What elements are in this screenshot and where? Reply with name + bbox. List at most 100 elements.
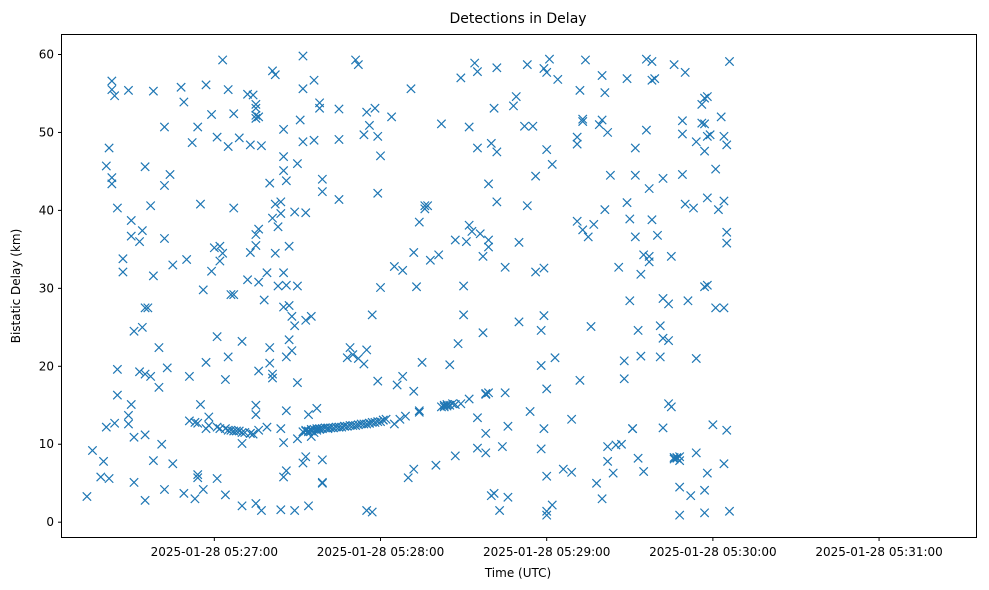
data-point xyxy=(348,349,358,360)
data-point xyxy=(193,418,203,428)
data-point xyxy=(633,453,643,463)
data-point xyxy=(287,346,297,356)
y-axis-ticks: 0 10 20 30 40 50 60 xyxy=(39,47,62,529)
data-point xyxy=(229,289,239,300)
data-point xyxy=(566,467,577,477)
data-point xyxy=(251,113,261,124)
data-point xyxy=(154,342,164,353)
data-point xyxy=(608,468,618,478)
data-point xyxy=(572,139,582,149)
y-tick-label: 40 xyxy=(39,203,54,217)
data-point xyxy=(542,144,552,155)
data-point xyxy=(278,302,289,312)
data-point xyxy=(353,59,363,70)
data-point xyxy=(107,84,117,95)
data-point xyxy=(223,352,233,362)
data-point xyxy=(619,374,629,384)
data-point xyxy=(182,254,192,265)
data-point xyxy=(655,352,665,362)
data-point xyxy=(118,254,128,264)
data-point xyxy=(237,501,247,511)
data-point xyxy=(248,429,258,439)
data-point xyxy=(639,466,649,477)
data-point xyxy=(342,353,352,363)
data-point xyxy=(278,268,289,278)
x-tick-label: 2025-01-28 05:27:00 xyxy=(151,545,278,559)
data-point xyxy=(265,342,275,353)
data-point xyxy=(578,114,588,124)
data-point xyxy=(309,75,319,85)
data-point xyxy=(231,426,242,436)
data-point xyxy=(190,417,200,428)
data-point xyxy=(254,112,264,122)
data-point xyxy=(104,473,114,484)
data-point xyxy=(647,75,657,85)
data-point xyxy=(589,219,599,230)
data-point xyxy=(184,416,195,426)
data-point xyxy=(489,103,499,113)
data-point xyxy=(140,430,150,440)
data-point xyxy=(223,84,233,95)
data-point xyxy=(309,135,319,145)
y-tick-label: 50 xyxy=(39,125,54,139)
data-point xyxy=(663,299,674,309)
data-point xyxy=(702,280,712,290)
data-point xyxy=(317,478,327,488)
data-point xyxy=(389,261,399,272)
x-tick-label: 2025-01-28 05:31:00 xyxy=(815,545,942,559)
data-point xyxy=(237,336,247,346)
data-point xyxy=(442,401,452,411)
data-point xyxy=(497,441,508,452)
data-point xyxy=(719,196,729,206)
data-point xyxy=(137,322,147,332)
data-point xyxy=(245,428,255,438)
data-point xyxy=(705,130,715,140)
data-point xyxy=(578,225,588,235)
data-point xyxy=(456,73,466,83)
data-point xyxy=(298,137,308,147)
data-point xyxy=(237,427,247,438)
data-point xyxy=(109,91,120,101)
y-tick-label: 0 xyxy=(46,515,54,529)
data-point xyxy=(481,448,491,458)
data-point xyxy=(298,51,308,61)
data-point xyxy=(220,374,231,385)
data-point xyxy=(566,414,577,424)
data-point xyxy=(641,125,652,135)
data-point xyxy=(168,459,178,469)
data-point xyxy=(603,441,613,452)
data-point xyxy=(691,137,701,147)
data-point xyxy=(140,303,150,313)
data-point xyxy=(159,180,170,191)
data-point xyxy=(270,248,280,258)
data-point xyxy=(290,505,300,516)
data-point xyxy=(223,141,233,152)
data-point xyxy=(475,229,485,239)
data-point xyxy=(306,311,316,322)
data-point xyxy=(699,282,710,292)
data-point xyxy=(680,67,690,78)
data-point xyxy=(414,406,424,416)
data-point xyxy=(636,351,646,361)
data-point xyxy=(597,115,607,125)
data-point xyxy=(209,243,219,253)
data-point xyxy=(500,388,510,398)
data-point xyxy=(683,296,693,306)
data-point xyxy=(398,265,408,276)
data-point xyxy=(98,456,109,467)
data-point xyxy=(641,54,652,64)
data-point xyxy=(281,466,291,476)
data-point xyxy=(708,420,718,430)
data-point xyxy=(176,82,186,92)
data-point xyxy=(373,131,383,141)
data-point xyxy=(270,199,280,209)
data-point xyxy=(530,267,541,277)
data-point xyxy=(298,458,308,468)
data-point xyxy=(198,285,208,295)
data-point xyxy=(123,85,134,95)
data-point xyxy=(267,66,278,76)
data-point xyxy=(400,411,411,421)
x-axis-ticks: 2025-01-28 05:27:00 2025-01-28 05:28:00 20… xyxy=(151,537,943,559)
data-point xyxy=(464,122,474,132)
data-point xyxy=(112,390,123,400)
